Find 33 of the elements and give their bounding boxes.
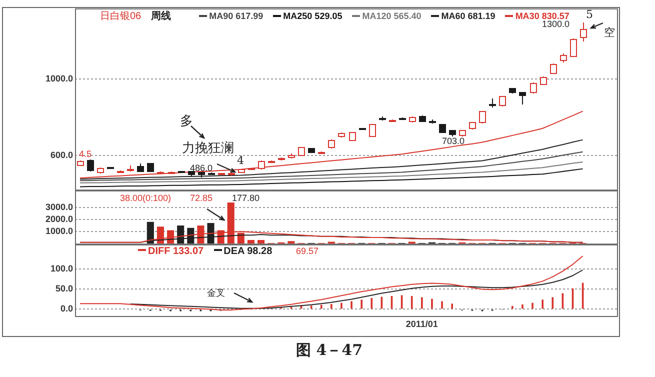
annotation: 703.0 (442, 136, 465, 146)
annotation: 486.0 (190, 163, 213, 173)
y-tick-label: 50.0 (55, 284, 73, 294)
annotation: 72.85 (190, 193, 213, 203)
annotation: 38.00(0:100) (120, 193, 172, 203)
y-tick-label: 600.0 (50, 150, 73, 160)
annotation: 4 (237, 154, 244, 167)
annotation: 金叉 (207, 288, 225, 298)
annotation: 多 (180, 114, 193, 129)
annotation: 5 (586, 8, 593, 21)
annotation: 4.5 (79, 149, 92, 159)
annotation: 69.57 (296, 246, 319, 256)
legend-label: MA250 529.05 (282, 11, 342, 22)
y-tick-label: 0.0 (60, 304, 73, 314)
annotation: 177.80 (232, 193, 260, 203)
chart-subtitle: 周线 (151, 11, 172, 22)
chart-title: 日白银06 (100, 11, 142, 22)
x-tick-label: 2011/01 (406, 318, 438, 329)
annotation: 力挽狂澜 (182, 141, 234, 156)
legend-label: DIFF 133.07 (147, 246, 204, 257)
y-tick-label: 100.0 (50, 264, 73, 274)
caption: 图 4－47 (296, 341, 363, 359)
annotation: 空 (604, 26, 615, 39)
y-tick-label: 1000.0 (45, 226, 73, 236)
legend-label: MA30 830.57 (514, 11, 570, 21)
y-tick-label: 3000.0 (45, 202, 73, 212)
y-tick-label: 2000.0 (45, 214, 73, 224)
legend-label: DEA 98.28 (222, 246, 272, 257)
legend-label: MA120 565.40 (361, 11, 422, 22)
legend-label: MA60 681.19 (440, 11, 496, 22)
annotation: 1300.0 (542, 19, 570, 29)
y-tick-label: 1000.0 (45, 73, 73, 84)
legend-label: MA90 617.99 (208, 11, 264, 22)
